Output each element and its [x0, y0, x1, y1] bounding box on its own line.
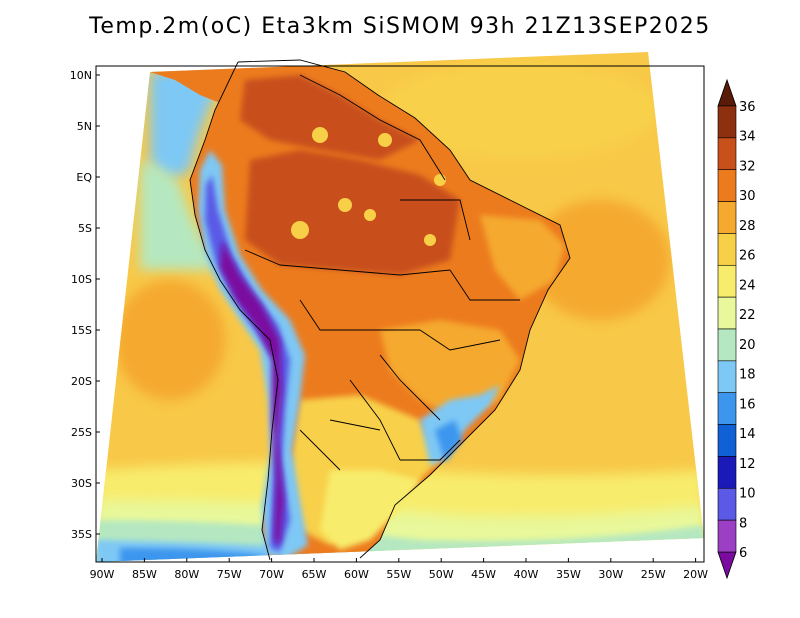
colorbar-segment — [717, 105, 737, 139]
lat-tick-label: 10S — [71, 273, 92, 286]
colorbar-label: 34 — [739, 130, 756, 145]
colorbar-label: 32 — [739, 159, 756, 174]
colorbar-bottom-arrow — [717, 551, 737, 580]
colorbar-segment — [717, 519, 737, 553]
lon-tick-label: 65W — [302, 568, 327, 581]
colorbar-label: 18 — [739, 368, 756, 383]
lat-tick-label: 10N — [70, 69, 92, 82]
lon-tick-label: 60W — [344, 568, 369, 581]
colorbar-segment — [717, 137, 737, 171]
north-hot-core — [240, 75, 420, 160]
colorbar-segment — [717, 296, 737, 330]
longitude-axis: 90W 85W 80W 75W 70W 65W 60W 55W 50W 45W 40W 35W 30W 2… — [90, 558, 708, 581]
colorbar-segment — [717, 264, 737, 298]
amazon-hot-core — [245, 150, 460, 275]
colorbar-label: 20 — [739, 338, 756, 353]
lat-tick-label: 30S — [71, 477, 92, 490]
lon-tick-label: 55W — [386, 568, 411, 581]
plot-frame — [95, 65, 705, 563]
colorbar-label: 30 — [739, 189, 756, 204]
warm-spot — [434, 174, 446, 186]
colorbar-segment — [717, 487, 737, 521]
pacific-warm-patch — [115, 280, 225, 400]
southern-cone-cool — [320, 470, 420, 550]
colorbar: 36 34 32 30 28 26 24 22 20 18 16 14 12 10 8 6 — [717, 78, 756, 580]
warm-spot — [424, 234, 436, 246]
warm-spot — [312, 127, 328, 143]
lon-tick-label: 70W — [259, 568, 284, 581]
colorbar-label: 6 — [739, 546, 747, 561]
temperature-field — [96, 52, 704, 562]
lat-tick-label: 25S — [71, 426, 92, 439]
lat-tick-label: 35S — [71, 528, 92, 541]
colorbar-top-arrow — [717, 78, 737, 107]
andes-coldest — [220, 240, 284, 545]
political-borders — [189, 59, 571, 561]
colorbar-segment — [717, 233, 737, 266]
colorbar-label: 14 — [739, 427, 756, 442]
lon-tick-label: 40W — [514, 568, 539, 581]
atlantic-north-patch — [380, 60, 660, 160]
colorbar-label: 36 — [739, 100, 756, 115]
lon-tick-label: 75W — [217, 568, 242, 581]
colorbar-label: 8 — [739, 516, 747, 531]
colorbar-label: 26 — [739, 249, 756, 264]
map-title: Temp.2m(oC) Eta3km SiSMOM 93h 21Z13SEP20… — [89, 14, 711, 39]
colorbar-segment — [717, 456, 737, 489]
lon-tick-label: 50W — [429, 568, 454, 581]
lon-tick-label: 45W — [471, 568, 496, 581]
lat-tick-label: EQ — [76, 171, 92, 184]
colorbar-label: 22 — [739, 308, 756, 323]
pacific-cool-mid — [140, 160, 220, 270]
lat-tick-label: 5N — [77, 120, 92, 133]
lat-tick-label: 5S — [78, 222, 92, 235]
southeast-cool-2 — [435, 420, 462, 462]
colorbar-label: 24 — [739, 278, 756, 293]
lat-tick-label: 15S — [71, 324, 92, 337]
colorbar-label: 10 — [739, 487, 756, 502]
internal-states — [299, 199, 520, 471]
warm-spot — [364, 209, 376, 221]
northeast-mild — [480, 215, 565, 300]
colorbar-segment — [717, 392, 737, 425]
colorbar-segment — [717, 424, 737, 457]
lon-tick-label: 80W — [174, 568, 199, 581]
atlantic-warm-patch — [530, 200, 670, 320]
lon-tick-label: 30W — [598, 568, 623, 581]
colorbar-segment — [717, 360, 737, 394]
latitude-axis: 10N 5N EQ 5S 10S 15S 20S 25S 30S 35S — [70, 69, 100, 541]
warm-spot — [338, 198, 352, 212]
colorbar-label: 12 — [739, 457, 756, 472]
brazil-border — [244, 74, 451, 461]
lat-tick-label: 20S — [71, 375, 92, 388]
warm-spot — [291, 221, 309, 239]
colorbar-label: 16 — [739, 397, 756, 412]
lon-tick-label: 20W — [683, 568, 708, 581]
lon-tick-label: 85W — [132, 568, 157, 581]
colorbar-segment — [717, 201, 737, 234]
coastline — [189, 59, 571, 561]
colorbar-label: 28 — [739, 219, 756, 234]
ocean-cool-band-4 — [96, 540, 704, 562]
warm-spot — [378, 133, 392, 147]
colorbar-segment — [717, 169, 737, 202]
colorbar-segment — [717, 328, 737, 362]
lon-tick-label: 25W — [641, 568, 666, 581]
lon-tick-label: 90W — [90, 568, 115, 581]
lon-tick-label: 35W — [556, 568, 581, 581]
